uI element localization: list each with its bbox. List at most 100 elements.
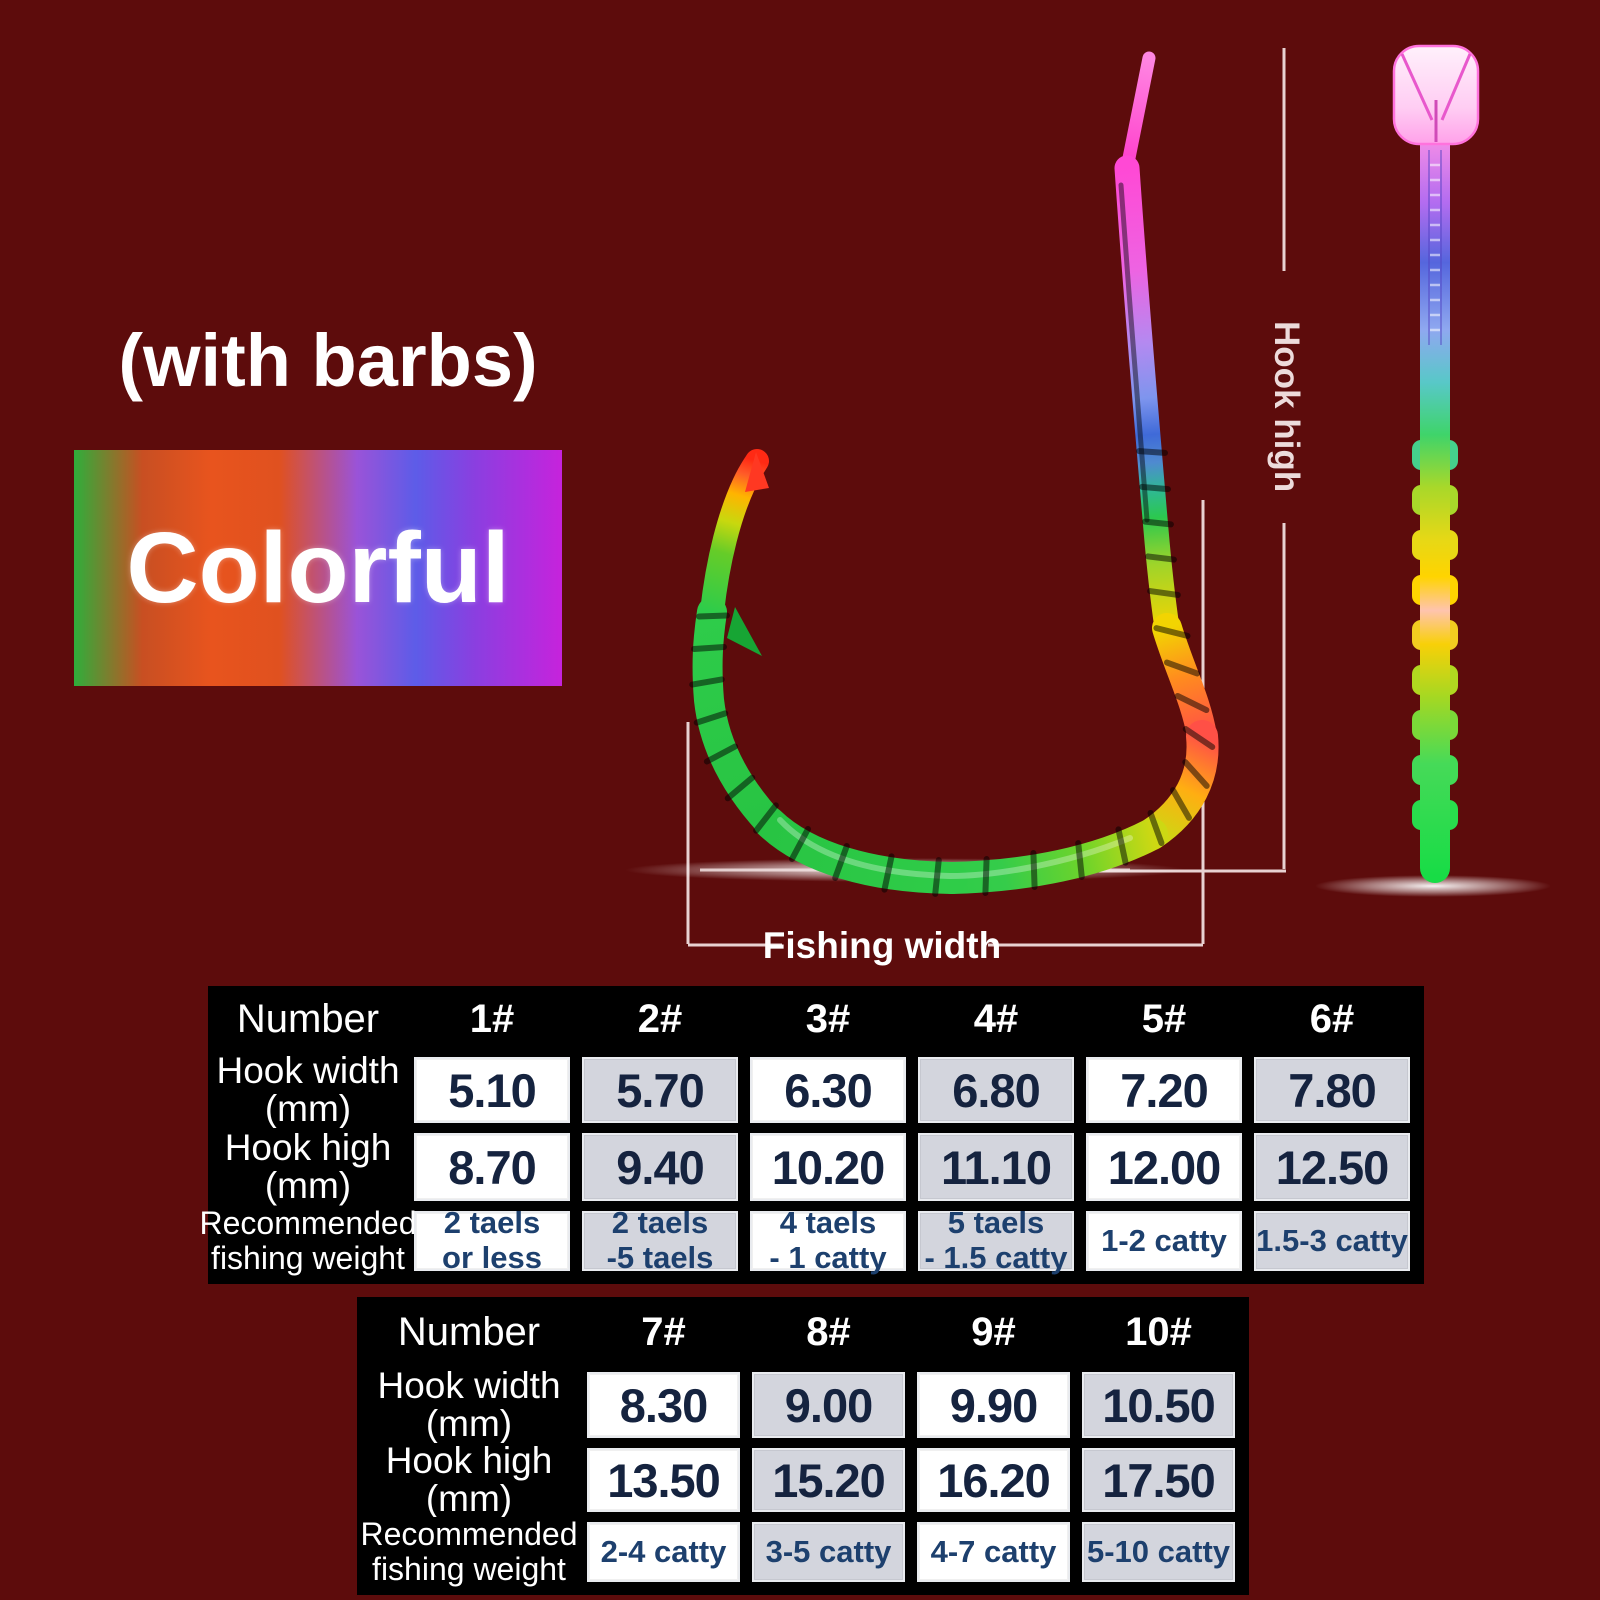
cell-value: 1.5-3 catty [1256, 1222, 1408, 1258]
row-label-line: (mm) [264, 1088, 352, 1129]
colorful-banner-label: Colorful [126, 512, 510, 624]
row-label-line: (mm) [264, 1165, 352, 1206]
table2-recommended-cell: 5-10 catty [1082, 1522, 1235, 1582]
hook-shank [1114, 155, 1180, 641]
table1-hook-width-cell: 5.10 [414, 1057, 570, 1123]
table2-hook-width-cell: 9.90 [917, 1372, 1070, 1438]
table2-number-label: Number [357, 1297, 581, 1367]
table2-recommended-cell: 4-7 catty [917, 1522, 1070, 1582]
table2-col-header: 9# [911, 1297, 1076, 1367]
table2-recommended-cell: 3-5 catty [752, 1522, 905, 1582]
cell-value: 5.70 [616, 1063, 704, 1117]
cell-value: 2 taels [443, 1205, 541, 1241]
row-label-line: (mm) [425, 1478, 513, 1519]
colorful-banner: Colorful [74, 450, 562, 686]
cell-value: 9.90 [949, 1378, 1038, 1432]
table1-recommended-cell: 1.5-3 catty [1254, 1211, 1410, 1271]
row-label-line: (mm) [425, 1403, 513, 1444]
table2-hook-width-label: Hook width (mm) [357, 1367, 581, 1443]
hook-shank-tip [1120, 51, 1156, 175]
cell-value: 5 taels [947, 1205, 1045, 1241]
table1-hook-high-cell: 8.70 [414, 1133, 570, 1201]
row-label-line: Hook width [377, 1365, 561, 1407]
table2-hook-high-cell: 17.50 [1082, 1448, 1235, 1512]
with-barbs-subtitle: (with barbs) [118, 319, 538, 402]
cell-value: 12.50 [1275, 1140, 1390, 1194]
hook-high-label: Hook high [1267, 321, 1306, 493]
row-label-line: fishing weight [372, 1551, 566, 1587]
cell-value: 17.50 [1102, 1453, 1216, 1507]
cell-value: 6.30 [784, 1063, 872, 1117]
row-label-line: Hook width [216, 1050, 400, 1092]
table1-hook-width-cell: 5.70 [582, 1057, 738, 1123]
table1-col-header: 5# [1080, 986, 1248, 1052]
table1-col-header: 2# [576, 986, 744, 1052]
cell-value: 2-4 catty [600, 1533, 727, 1569]
table2-hook-width-cell: 8.30 [587, 1372, 740, 1438]
hook-barb [727, 607, 762, 656]
table2-hook-width-cell: 10.50 [1082, 1372, 1235, 1438]
table1-col-header: 6# [1248, 986, 1416, 1052]
table1-hook-width-cell: 7.20 [1086, 1057, 1242, 1123]
cell-value: 5.10 [448, 1063, 536, 1117]
cell-value: 7.20 [1120, 1063, 1208, 1117]
table2-hook-high-cell: 15.20 [752, 1448, 905, 1512]
table1-recommended-cell: 2 taels -5 taels [582, 1206, 738, 1275]
hook-bend-lower-right [1136, 720, 1219, 850]
cell-value: or less [442, 1240, 542, 1275]
hook-bend-right [1152, 613, 1217, 751]
cell-value: 4-7 catty [930, 1533, 1057, 1569]
cell-value: 3-5 catty [765, 1533, 892, 1569]
table1-hook-high-cell: 12.00 [1086, 1133, 1242, 1201]
hook-bend-inner-highlight [777, 817, 1133, 880]
table2-col-header: 8# [746, 1297, 911, 1367]
table1-number-label: Number [208, 986, 408, 1052]
hook-bend-bottom-left [753, 806, 968, 894]
cell-value: 8.70 [448, 1140, 536, 1194]
table1-hook-high-cell: 12.50 [1254, 1133, 1410, 1201]
row-label-line: fishing weight [211, 1240, 405, 1276]
table2-hook-high-cell: 13.50 [587, 1448, 740, 1512]
table1-col-header: 3# [744, 986, 912, 1052]
table2-col-header: 7# [581, 1297, 746, 1367]
cell-value: -5 taels [606, 1240, 714, 1275]
hook-bend-bottom-right [936, 818, 1168, 894]
table2-hook-width-cell: 9.00 [752, 1372, 905, 1438]
table1-hook-high-cell: 11.10 [918, 1133, 1074, 1201]
cell-value: 10.20 [771, 1140, 886, 1194]
table2-hook-high-label: Hook high (mm) [357, 1442, 581, 1519]
cell-value: 11.10 [940, 1140, 1052, 1194]
side-hook-line-detail [1428, 150, 1442, 345]
hook-segment-ridges [689, 448, 1216, 897]
cell-value: - 1 catty [769, 1240, 887, 1275]
hook-bend-left [692, 597, 784, 837]
fishing-hook-side-graphic [1392, 44, 1480, 883]
cell-value: 4 taels [779, 1205, 877, 1241]
row-label-line: Hook high [224, 1127, 392, 1169]
table1-hook-high-label: Hook high (mm) [208, 1128, 408, 1206]
table1-hook-high-cell: 9.40 [582, 1133, 738, 1201]
cell-value: 2 taels [611, 1205, 709, 1241]
cell-value: 15.20 [772, 1453, 886, 1507]
table2-recommended-cell: 2-4 catty [587, 1522, 740, 1582]
row-label-line: Recommended [360, 1515, 578, 1552]
cell-value: 13.50 [607, 1453, 721, 1507]
cell-value: 9.00 [784, 1378, 873, 1432]
table2-recommended-label: Recommended fishing weight [357, 1515, 581, 1587]
cell-value: 8.30 [619, 1378, 708, 1432]
table1-hook-high-cell: 10.20 [750, 1133, 906, 1201]
table1-hook-width-cell: 7.80 [1254, 1057, 1410, 1123]
hook-point-tip [745, 452, 769, 492]
table1-hook-width-cell: 6.80 [918, 1057, 1074, 1123]
cell-value: 6.80 [952, 1063, 1040, 1117]
cell-value: 5-10 catty [1086, 1533, 1231, 1569]
side-hook-shadow [1315, 875, 1551, 897]
table1-col-header: 4# [912, 986, 1080, 1052]
table1-recommended-cell: 5 taels - 1.5 catty [918, 1206, 1074, 1275]
table2-col-header: 10# [1076, 1297, 1241, 1367]
cell-value: 12.00 [1107, 1140, 1222, 1194]
table1-hook-width-label: Hook width (mm) [208, 1052, 408, 1128]
table2-hook-high-cell: 16.20 [917, 1448, 1070, 1512]
